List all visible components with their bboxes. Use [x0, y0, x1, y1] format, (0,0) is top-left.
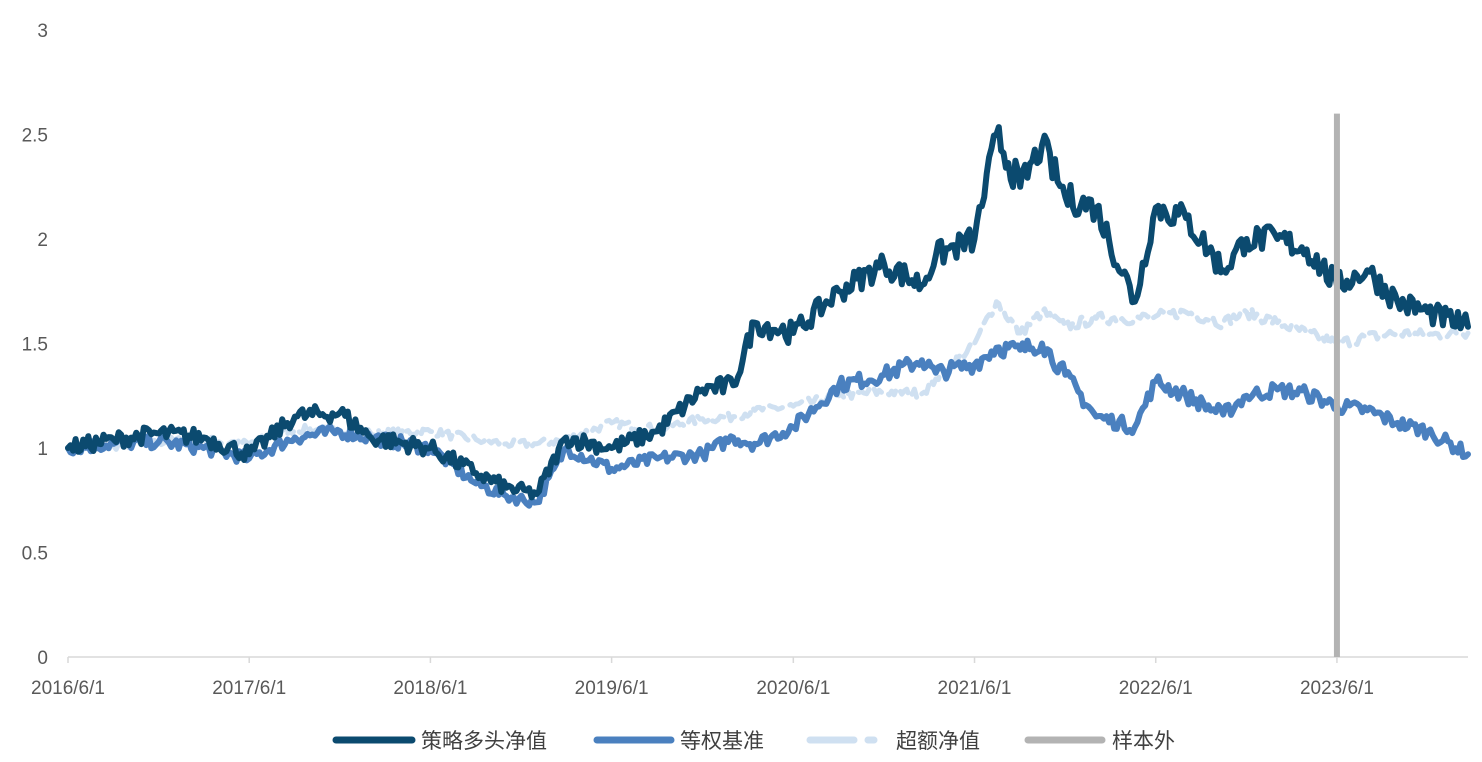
x-tick-label: 2017/6/1: [212, 678, 286, 699]
series-strategy-line: [65, 124, 1471, 501]
legend-excess: 超额净值: [806, 730, 980, 753]
x-tick-label: 2023/6/1: [1300, 678, 1374, 699]
x-tick-label: 2016/6/1: [31, 678, 105, 699]
y-axis: 0 0.5 1 1.5 2 2.5 3: [22, 21, 48, 669]
series-benchmark-line: [65, 337, 1471, 509]
y-tick-label: 0.5: [22, 544, 48, 565]
x-tick-label: 2022/6/1: [1119, 678, 1193, 699]
plot-area: [65, 113, 1471, 657]
legend-benchmark-label: 等权基准: [680, 730, 764, 753]
legend-strategy-label: 策略多头净值: [421, 730, 547, 753]
y-tick-label: 2: [37, 230, 48, 251]
legend-strategy: 策略多头净值: [332, 730, 547, 753]
y-tick-label: 1: [37, 439, 48, 460]
x-tick-label: 2018/6/1: [393, 678, 467, 699]
y-tick-label: 3: [37, 21, 48, 42]
legend-benchmark: 等权基准: [593, 730, 764, 753]
x-axis: 2016/6/1 2017/6/1 2018/6/1 2019/6/1 2020/6/1…: [31, 656, 1468, 699]
x-tick-label: 2021/6/1: [938, 678, 1012, 699]
legend-out-of-sample: 样本外: [1024, 730, 1175, 753]
series-excess-line: [65, 299, 1471, 455]
x-tick-label: 2019/6/1: [575, 678, 649, 699]
x-tick-label: 2020/6/1: [756, 678, 830, 699]
legend-excess-label: 超额净值: [896, 730, 980, 753]
legend-out-of-sample-label: 样本外: [1112, 730, 1175, 753]
y-tick-label: 0: [37, 648, 48, 669]
legend: 策略多头净值 等权基准 超额净值 样本外: [332, 730, 1175, 753]
y-tick-label: 1.5: [22, 335, 48, 356]
y-tick-label: 2.5: [22, 126, 48, 147]
